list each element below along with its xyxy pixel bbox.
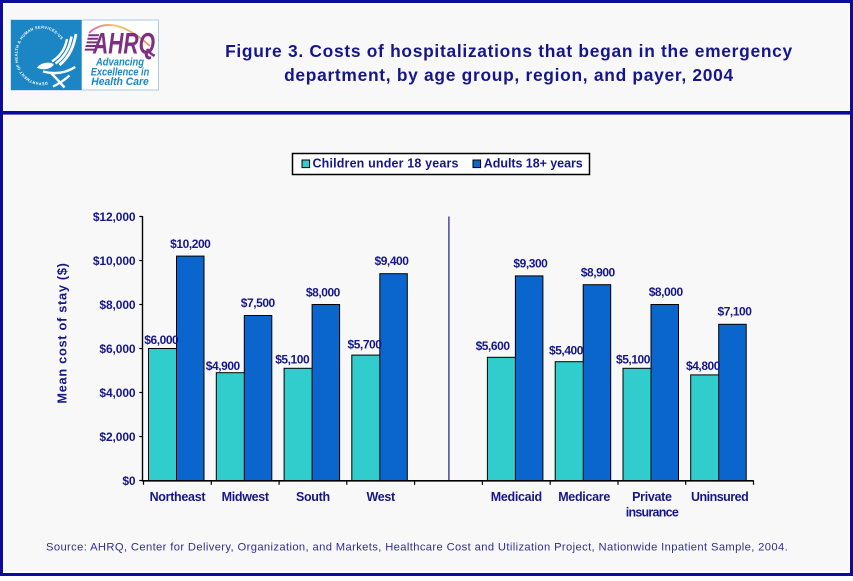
svg-text:Children under 18 years: Children under 18 years bbox=[313, 157, 459, 171]
svg-text:$6,000: $6,000 bbox=[144, 333, 179, 347]
svg-text:Adults 18+ years: Adults 18+ years bbox=[484, 157, 583, 171]
svg-text:$2,000: $2,000 bbox=[99, 430, 136, 444]
svg-text:Medicaid: Medicaid bbox=[491, 490, 542, 504]
svg-text:AHRQ: AHRQ bbox=[92, 28, 155, 61]
svg-text:$4,000: $4,000 bbox=[99, 386, 136, 400]
svg-text:$8,900: $8,900 bbox=[581, 265, 616, 279]
svg-text:$6,000: $6,000 bbox=[99, 342, 136, 356]
svg-text:West: West bbox=[366, 490, 396, 504]
svg-text:$5,700: $5,700 bbox=[347, 337, 382, 351]
svg-text:$8,000: $8,000 bbox=[99, 298, 136, 312]
svg-text:Medicare: Medicare bbox=[558, 490, 610, 504]
svg-text:$0: $0 bbox=[122, 474, 136, 488]
svg-text:$12,000: $12,000 bbox=[93, 210, 136, 224]
svg-text:Excellence in: Excellence in bbox=[91, 67, 150, 79]
svg-text:Midwest: Midwest bbox=[222, 490, 270, 504]
svg-text:Mean cost of stay ($): Mean cost of stay ($) bbox=[54, 262, 69, 403]
svg-text:Private: Private bbox=[632, 490, 672, 504]
svg-text:South: South bbox=[296, 490, 330, 504]
svg-text:Uninsured: Uninsured bbox=[691, 490, 748, 504]
svg-text:insurance: insurance bbox=[626, 505, 679, 519]
svg-text:$7,500: $7,500 bbox=[241, 296, 276, 310]
svg-text:$4,900: $4,900 bbox=[206, 359, 241, 373]
svg-text:$10,200: $10,200 bbox=[170, 237, 211, 251]
svg-text:$10,000: $10,000 bbox=[93, 254, 136, 268]
svg-text:Health Care: Health Care bbox=[91, 76, 149, 88]
svg-text:$5,400: $5,400 bbox=[549, 343, 584, 357]
svg-text:Northeast: Northeast bbox=[150, 490, 207, 504]
svg-text:$9,300: $9,300 bbox=[513, 256, 548, 270]
svg-text:Source: AHRQ, Center for Deliv: Source: AHRQ, Center for Delivery, Organ… bbox=[46, 542, 788, 554]
svg-text:$8,000: $8,000 bbox=[306, 285, 341, 299]
svg-text:$9,400: $9,400 bbox=[374, 254, 409, 268]
svg-text:$4,800: $4,800 bbox=[686, 359, 721, 373]
svg-text:$5,600: $5,600 bbox=[476, 339, 511, 353]
svg-text:$5,100: $5,100 bbox=[616, 352, 651, 366]
svg-text:$8,000: $8,000 bbox=[649, 285, 684, 299]
svg-text:$7,100: $7,100 bbox=[717, 305, 752, 319]
svg-text:department, by age group, regi: department, by age group, region, and pa… bbox=[284, 65, 734, 85]
svg-text:Advancing: Advancing bbox=[95, 57, 144, 69]
svg-text:Figure 3. Costs of hospitaliza: Figure 3. Costs of hospitalizations that… bbox=[225, 41, 793, 61]
svg-text:$5,100: $5,100 bbox=[275, 353, 310, 367]
